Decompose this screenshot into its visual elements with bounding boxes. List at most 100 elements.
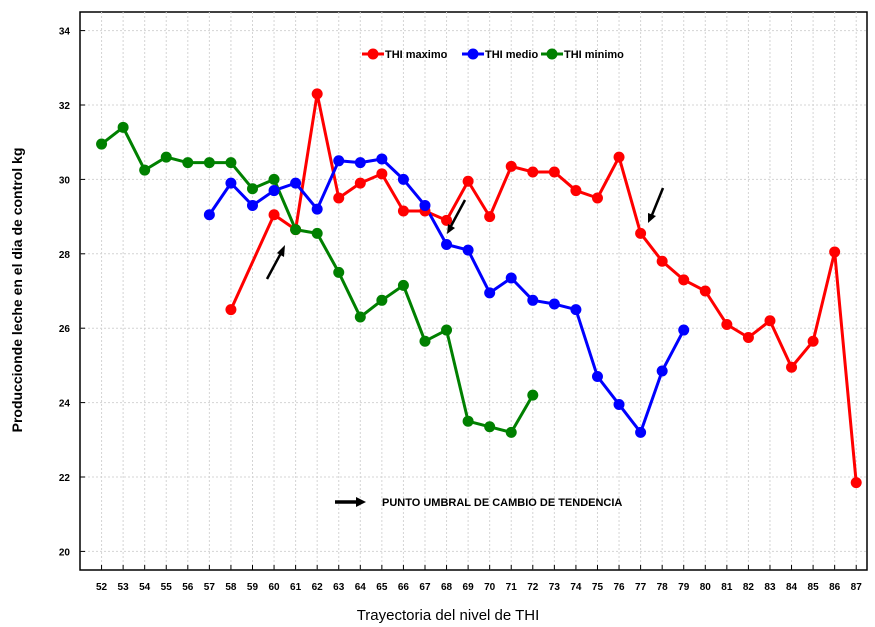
data-point-thi-maximo [268,209,280,221]
x-tick-label: 76 [613,582,625,593]
data-point-thi-maximo [764,315,776,327]
grid [80,12,867,570]
data-point-thi-maximo [397,205,409,217]
data-point-thi-minimo [354,311,366,323]
x-tick-label: 63 [333,582,345,593]
x-tick-label: 71 [506,582,518,593]
x-tick-label: 56 [182,582,194,593]
data-point-thi-maximo [505,160,517,172]
data-point-thi-medio [268,185,280,197]
data-point-thi-minimo [311,227,323,239]
data-point-thi-medio [441,239,453,250]
data-point-thi-medio [397,173,409,185]
data-point-thi-minimo [419,335,431,347]
data-point-thi-maximo [570,185,582,197]
y-axis-label: Produccionde leche en el dia de control … [9,148,25,433]
x-tick-label: 70 [484,582,496,593]
x-tick-label: 79 [678,582,690,593]
data-point-thi-minimo [268,173,280,185]
y-tick-label: 34 [59,27,71,38]
data-point-thi-minimo [441,324,453,336]
data-point-thi-maximo [613,151,625,163]
data-point-thi-minimo [203,157,215,169]
y-tick-label: 26 [59,324,71,335]
data-point-thi-medio [311,203,323,215]
legend-label: THI minimo [564,49,624,61]
data-point-thi-maximo [548,166,560,178]
data-point-thi-medio [419,199,431,211]
data-point-thi-minimo [139,164,151,176]
data-point-thi-maximo [441,214,453,226]
data-point-thi-medio [527,294,539,306]
x-tick-label: 81 [721,582,733,593]
x-tick-label: 67 [419,582,431,593]
data-point-thi-medio [462,244,474,256]
data-point-thi-minimo [246,183,258,195]
x-tick-label: 60 [268,582,280,593]
x-tick-label: 54 [139,582,151,593]
x-tick-label: 73 [549,582,561,593]
annotation-arrowhead [356,497,366,507]
threshold-arrows [265,187,665,280]
legend-item-thi-medio: THI medio [462,48,538,61]
axis-ticks: 52 53 54 55 56 57 58 59 60 61 62 63 64 65 66 67 68 69 70 71… [59,27,862,593]
x-tick-label: 82 [743,582,755,593]
data-point-thi-medio [376,153,388,165]
data-point-thi-minimo [117,121,129,133]
data-point-thi-medio [613,398,625,410]
data-point-thi-minimo [160,151,172,163]
x-tick-label: 65 [376,582,388,593]
threshold-arrow [265,245,285,280]
data-point-thi-maximo [354,177,366,189]
x-tick-label: 85 [808,582,820,593]
data-point-thi-medio [678,324,690,336]
x-tick-label: 86 [829,582,841,593]
data-point-thi-medio [203,209,215,221]
annotation: PUNTO UMBRAL DE CAMBIO DE TENDENCIA [335,497,622,509]
data-point-thi-maximo [311,88,323,100]
x-tick-label: 75 [592,582,604,593]
x-tick-label: 66 [398,582,410,593]
data-point-thi-minimo [505,426,517,438]
plot-area [79,11,868,571]
data-point-thi-minimo [96,138,108,150]
data-point-thi-medio [548,298,560,310]
y-tick-label: 32 [59,101,71,112]
legend-swatch-marker [546,48,558,60]
data-point-thi-medio [591,371,603,383]
data-point-thi-minimo [182,157,194,169]
x-tick-label: 64 [355,582,367,593]
data-point-thi-maximo [484,211,496,223]
data-point-thi-medio [484,287,496,299]
legend-item-thi-maximo: THI maximo [362,48,448,61]
x-axis-label: Trayectoria del nivel de THI [357,607,540,624]
data-point-thi-medio [354,157,366,169]
data-point-thi-medio [635,426,647,438]
data-point-thi-medio [225,177,237,189]
data-point-thi-maximo [850,477,862,489]
threshold-arrow [648,187,665,223]
data-point-thi-minimo [290,224,302,236]
x-tick-label: 83 [764,582,776,593]
y-tick-label: 20 [59,547,71,558]
x-tick-label: 77 [635,582,647,593]
x-tick-label: 52 [96,582,108,593]
data-point-thi-maximo [742,332,754,343]
annotation-text: PUNTO UMBRAL DE CAMBIO DE TENDENCIA [382,497,622,509]
data-point-thi-maximo [462,175,474,187]
data-point-thi-medio [246,199,258,211]
x-tick-label: 69 [463,582,475,593]
data-point-thi-medio [656,365,668,377]
legend-label: THI maximo [385,49,448,61]
data-point-thi-minimo [462,415,474,427]
data-point-thi-minimo [225,157,237,169]
data-point-thi-minimo [397,279,409,291]
data-point-thi-minimo [527,389,539,401]
x-tick-label: 53 [118,582,130,593]
legend-label: THI medio [485,49,538,61]
data-point-thi-medio [505,272,517,284]
data-point-thi-maximo [376,168,388,180]
data-point-thi-maximo [786,361,798,373]
legend: THI maximo THI medio THI minimo [362,48,624,61]
x-tick-label: 80 [700,582,712,593]
